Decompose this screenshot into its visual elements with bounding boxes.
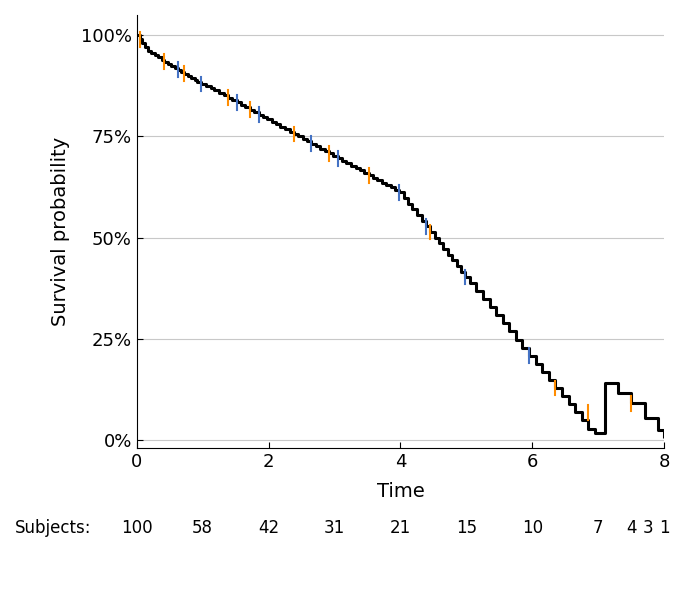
Text: 21: 21 <box>390 519 411 537</box>
Text: 31: 31 <box>324 519 345 537</box>
Text: 42: 42 <box>258 519 279 537</box>
Text: 58: 58 <box>192 519 213 537</box>
Text: 4: 4 <box>626 519 636 537</box>
X-axis label: Time: Time <box>377 482 424 501</box>
Text: 10: 10 <box>522 519 543 537</box>
Text: 3: 3 <box>643 519 653 537</box>
Text: 100: 100 <box>121 519 153 537</box>
Text: 7: 7 <box>593 519 603 537</box>
Text: 15: 15 <box>456 519 477 537</box>
Y-axis label: Survival probability: Survival probability <box>51 137 70 326</box>
Text: 1: 1 <box>659 519 670 537</box>
Text: Subjects:: Subjects: <box>15 519 92 537</box>
